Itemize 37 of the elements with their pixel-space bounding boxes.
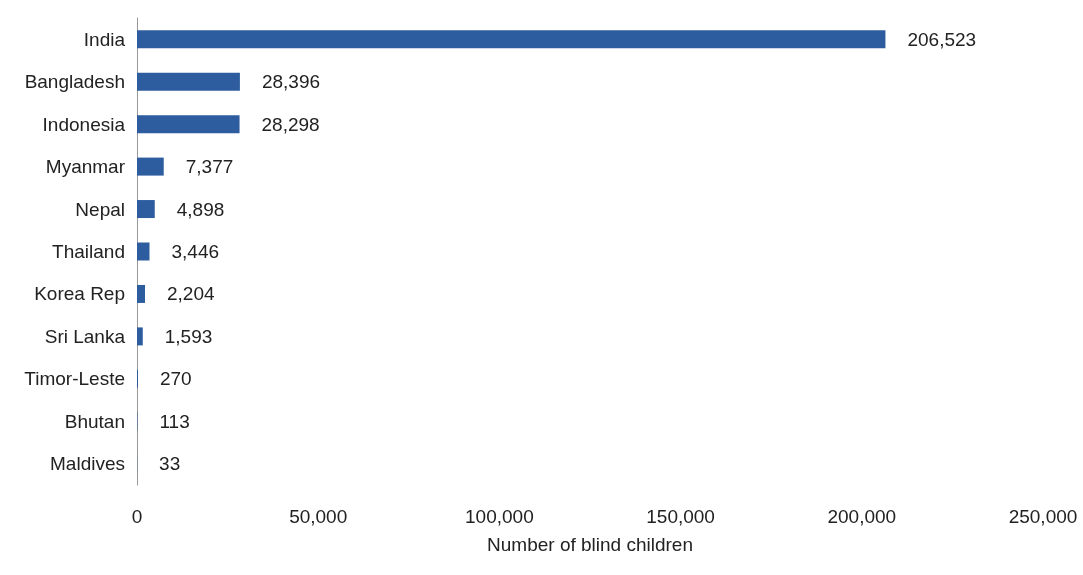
x-tick-label: 250,000 xyxy=(1008,506,1078,527)
y-tick-label: Bangladesh xyxy=(24,71,125,93)
data-label: 270 xyxy=(159,368,192,390)
data-label: 28,396 xyxy=(261,71,321,93)
bar xyxy=(137,242,150,261)
x-tick-label: 100,000 xyxy=(465,506,534,527)
bar xyxy=(137,327,143,346)
y-tick-label: Indonesia xyxy=(42,113,126,135)
y-tick-label: Nepal xyxy=(75,198,125,220)
y-tick-label: Sri Lanka xyxy=(44,325,126,347)
y-tick-label: Korea Rep xyxy=(34,283,125,305)
data-label: 206,523 xyxy=(907,28,977,50)
bar xyxy=(137,72,240,91)
x-tick-label: 150,000 xyxy=(646,506,715,527)
y-tick-label: Thailand xyxy=(52,241,125,262)
y-tick-label: Timor-Leste xyxy=(24,368,125,390)
bar xyxy=(137,157,164,176)
bar xyxy=(137,115,240,134)
x-axis-title: Number of blind children xyxy=(487,534,693,555)
x-tick-label: 0 xyxy=(131,506,143,527)
data-label: 33 xyxy=(159,453,181,475)
y-tick-label: Bhutan xyxy=(64,410,125,432)
x-tick-label: 50,000 xyxy=(289,506,348,527)
data-label: 3,446 xyxy=(171,241,220,262)
x-tick-label: 200,000 xyxy=(827,506,897,527)
data-label: 2,204 xyxy=(166,283,215,305)
bar xyxy=(137,284,145,303)
data-label: 4,898 xyxy=(176,198,225,220)
y-tick-label: India xyxy=(83,28,126,50)
y-tick-label: Maldives xyxy=(50,453,125,475)
bar xyxy=(137,200,155,219)
data-label: 28,298 xyxy=(261,113,320,135)
bar xyxy=(137,30,886,49)
data-label: 7,377 xyxy=(185,156,234,178)
y-tick-label: Myanmar xyxy=(45,156,126,178)
data-label: 113 xyxy=(159,410,190,432)
data-label: 1,593 xyxy=(164,325,213,347)
